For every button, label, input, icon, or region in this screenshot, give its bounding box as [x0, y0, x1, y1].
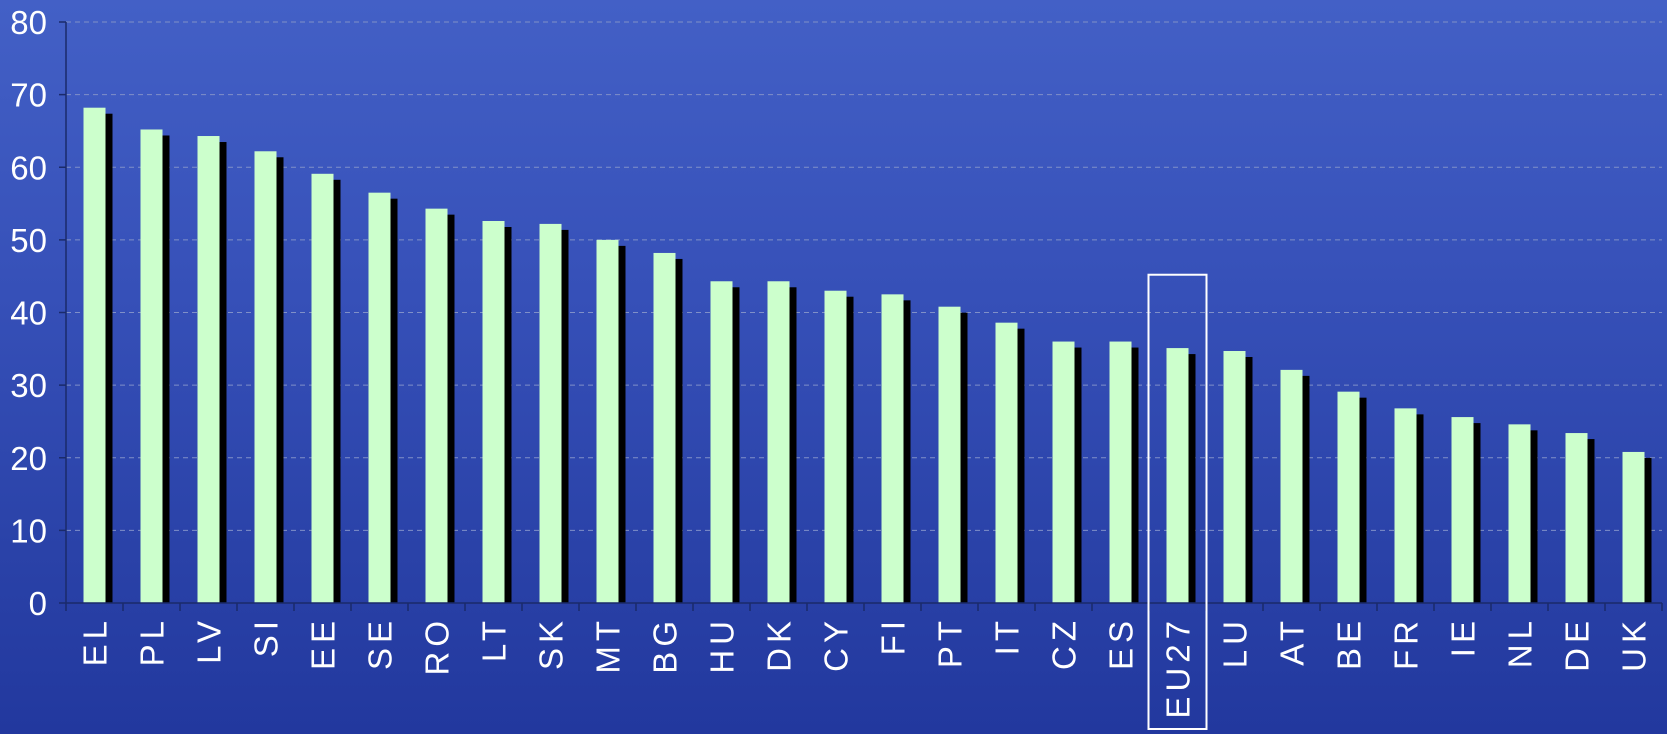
- category-label-lv: LV: [191, 616, 228, 664]
- category-label-nl: NL: [1502, 616, 1539, 668]
- bar-at: [1280, 369, 1303, 603]
- bar-mt: [596, 239, 619, 603]
- category-label-fi: FI: [875, 616, 912, 655]
- category-label-sk: SK: [533, 616, 570, 670]
- y-tick-label: 50: [10, 222, 47, 259]
- bar-pl: [140, 129, 163, 604]
- category-label-dk: DK: [761, 616, 798, 672]
- bar-pt: [938, 306, 961, 603]
- category-label-lt: LT: [476, 616, 513, 662]
- category-label-hu: HU: [704, 616, 741, 674]
- bar-se: [368, 192, 391, 603]
- category-label-se: SE: [362, 616, 399, 670]
- category-label-es: ES: [1103, 616, 1140, 670]
- category-label-pt: PT: [932, 616, 969, 668]
- axes: [59, 21, 1663, 611]
- bar-ie: [1451, 417, 1474, 603]
- category-label-de: DE: [1559, 616, 1596, 672]
- category-label-el: EL: [77, 616, 114, 666]
- bar-eu27: [1166, 348, 1189, 603]
- category-label-be: BE: [1331, 616, 1368, 670]
- bars: [83, 107, 1652, 604]
- bar-cz: [1052, 341, 1075, 603]
- category-label-ie: IE: [1445, 616, 1482, 657]
- bar-dk: [767, 281, 790, 603]
- y-tick-label: 10: [10, 512, 47, 549]
- category-label-si: SI: [248, 616, 285, 657]
- highlight-box: [1147, 273, 1208, 730]
- bar-lv: [197, 136, 220, 604]
- category-label-lu: LU: [1217, 616, 1254, 668]
- category-label-ee: EE: [305, 616, 342, 670]
- category-label-fr: FR: [1388, 616, 1425, 670]
- category-label-ro: RO: [419, 616, 456, 676]
- category-label-cy: CY: [818, 616, 855, 672]
- bar-fi: [881, 294, 904, 603]
- bar-ee: [311, 173, 334, 603]
- y-tick-label: 80: [10, 4, 47, 41]
- bar-cy: [824, 290, 847, 603]
- category-label-at: AT: [1274, 616, 1311, 666]
- bar-es: [1109, 341, 1132, 603]
- bar-lu: [1223, 350, 1246, 603]
- category-label-bg: BG: [647, 616, 684, 674]
- category-labels: EL PL LV SI EE SE RO LT SK MT BG HU DK CY FI PT IT CZ ES EU…: [77, 616, 1653, 719]
- highlight-box-layer: [1147, 273, 1208, 730]
- category-label-mt: MT: [590, 616, 627, 674]
- y-tick-label: 70: [10, 77, 47, 114]
- category-label-it: IT: [989, 616, 1026, 655]
- bar-hu: [710, 281, 733, 603]
- y-tick-label: 20: [10, 440, 47, 477]
- bar-bg: [653, 252, 676, 603]
- y-tick-label: 0: [29, 585, 47, 622]
- category-label-pl: PL: [134, 616, 171, 666]
- bar-sk: [539, 223, 562, 603]
- bar-fr: [1394, 408, 1417, 603]
- bar-de: [1565, 433, 1588, 603]
- category-label-cz: CZ: [1046, 616, 1083, 670]
- bar-lt: [482, 220, 505, 603]
- category-label-uk: UK: [1616, 616, 1653, 672]
- bar-ro: [425, 208, 448, 604]
- bar-it: [995, 322, 1018, 603]
- y-tick-label: 30: [10, 367, 47, 404]
- y-tick-labels: 0 10 20 30 40 50 60 70 80: [10, 4, 47, 622]
- y-tick-label: 60: [10, 149, 47, 186]
- bar-si: [254, 151, 277, 603]
- bar-el: [83, 107, 106, 603]
- y-tick-label: 40: [10, 295, 47, 332]
- bar-be: [1337, 391, 1360, 603]
- bar-nl: [1508, 424, 1531, 603]
- bar-uk: [1622, 451, 1645, 603]
- category-label-eu27: EU27: [1160, 616, 1197, 719]
